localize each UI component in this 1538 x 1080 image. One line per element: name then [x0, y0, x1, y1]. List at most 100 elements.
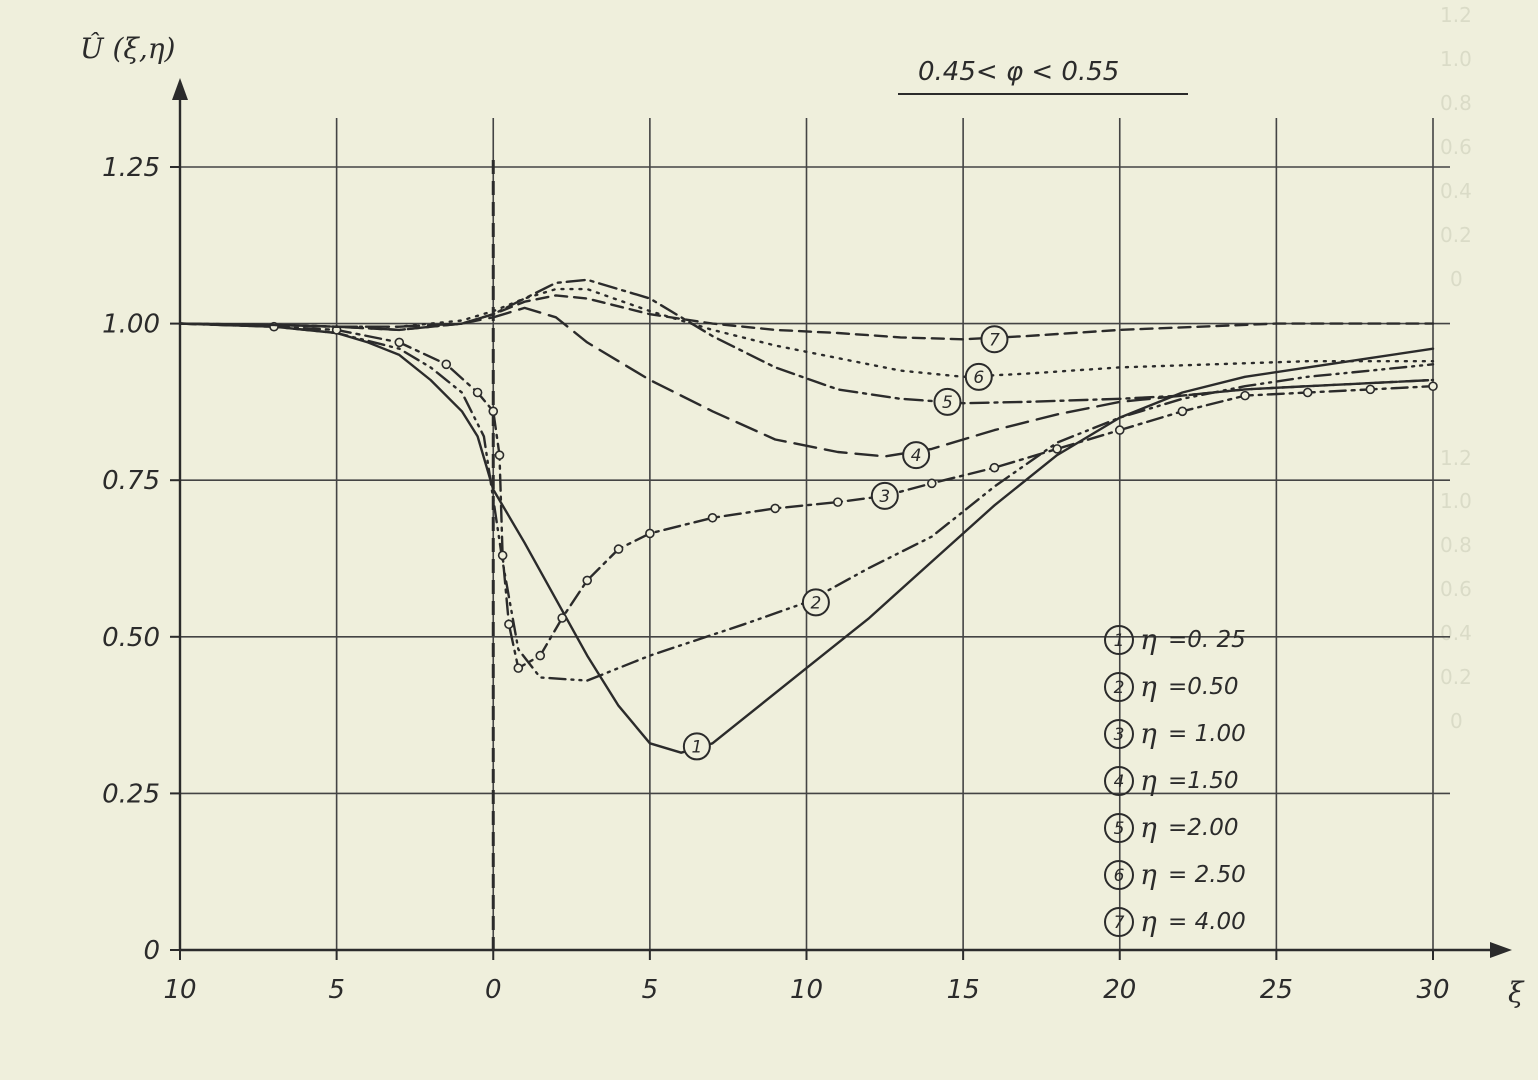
- svg-text:1.2: 1.2: [1440, 446, 1472, 470]
- series-point-3: [1428, 381, 1438, 392]
- legend-marker-circle: [1104, 625, 1134, 655]
- legend-marker-circle: [1104, 907, 1134, 937]
- series-label-circle: [964, 362, 993, 391]
- svg-text:0.4: 0.4: [1440, 621, 1472, 645]
- condition-annotation: 0.45< φ < 0.55: [898, 57, 1188, 95]
- series-point-3: [1365, 384, 1376, 395]
- series-label-number: 3: [879, 487, 890, 507]
- series-label-circle: [980, 325, 1009, 354]
- series-label-number: 1: [691, 737, 702, 757]
- x-tick-label: 20: [1103, 975, 1136, 1005]
- series-label-circle: [933, 387, 962, 416]
- legend-eta-symbol: η: [1140, 623, 1157, 656]
- legend-marker-number: 2: [1114, 678, 1125, 698]
- legend-marker-number: 6: [1114, 866, 1125, 886]
- svg-text:0.8: 0.8: [1440, 533, 1472, 557]
- legend-marker-circle: [1104, 672, 1134, 702]
- series-point-3: [613, 544, 624, 554]
- series-point-3: [472, 387, 483, 398]
- series-point-3: [488, 406, 499, 417]
- svg-text:1.0: 1.0: [1440, 47, 1472, 71]
- y-tick-label: 1.00: [102, 310, 160, 340]
- series-point-3: [441, 359, 452, 370]
- svg-text:1.0: 1.0: [1440, 489, 1472, 513]
- series-point-3: [494, 450, 505, 460]
- series-label-number: 7: [989, 330, 1000, 350]
- series-line-6: [178, 287, 1435, 378]
- y-axis-label: Û (ξ,η): [80, 31, 175, 65]
- legend-eta-symbol: η: [1140, 717, 1157, 750]
- svg-text:0: 0: [1450, 709, 1463, 733]
- legend-eta-symbol: η: [1140, 811, 1157, 844]
- legend-marker-number: 5: [1114, 819, 1125, 839]
- legend-label: = 4.00: [1168, 909, 1246, 935]
- legend-label: =0. 25: [1168, 627, 1246, 653]
- x-tick-label: 0: [485, 975, 502, 1005]
- x-tick-label: 10: [790, 975, 823, 1005]
- legend-marker-circle: [1104, 766, 1134, 796]
- legend-label: =2.00: [1168, 815, 1238, 841]
- bleed-through: 1.2 1.0 0.8 0.6 0.4 0.2 0 1.2 1.0 0.8 0.…: [1440, 3, 1472, 733]
- y-axis-arrow: [172, 78, 188, 100]
- series-line-1: [178, 322, 1435, 754]
- series-label-circle: [870, 481, 899, 510]
- legend-label: =0.50: [1168, 674, 1238, 700]
- series-label-number: 4: [911, 446, 922, 466]
- y-tick-label: 0.75: [102, 466, 160, 496]
- legend-label: = 1.00: [1168, 721, 1246, 747]
- series-label-number: 6: [973, 368, 984, 388]
- y-tick-label: 0.25: [102, 779, 160, 809]
- legend-eta-symbol: η: [1140, 905, 1157, 938]
- condition-text: 0.45< φ < 0.55: [918, 57, 1119, 87]
- series-point-3: [645, 528, 655, 539]
- series-point-3: [1240, 390, 1250, 401]
- series-point-3: [1114, 425, 1125, 435]
- series-point-3: [497, 550, 508, 561]
- legend-marker-number: 1: [1114, 631, 1125, 651]
- series-point-3: [833, 497, 843, 507]
- series-point-3: [394, 337, 405, 348]
- svg-text:0: 0: [1450, 267, 1463, 291]
- x-axis-label: ξ: [1508, 976, 1525, 1009]
- series-line-2: [178, 322, 1435, 682]
- y-tick-label: 0.50: [102, 623, 160, 653]
- axes: [172, 78, 1512, 958]
- series-lines: [178, 278, 1438, 754]
- x-tick-label: 5: [642, 975, 659, 1005]
- legend-marker-number: 4: [1114, 772, 1125, 792]
- series-point-3: [770, 503, 780, 514]
- svg-text:0.2: 0.2: [1440, 665, 1472, 689]
- legend-marker-number: 3: [1114, 725, 1125, 745]
- series-point-3: [1302, 387, 1313, 398]
- x-axis-arrow: [1490, 942, 1512, 958]
- legend-eta-symbol: η: [1140, 858, 1157, 891]
- series-point-3: [926, 478, 937, 489]
- legend-label: = 2.50: [1168, 862, 1246, 888]
- x-tick-label: 5: [328, 975, 345, 1005]
- legend-label: =1.50: [1168, 768, 1238, 794]
- y-tick-label: 1.25: [102, 153, 160, 183]
- legend-marker-number: 7: [1114, 913, 1125, 933]
- svg-text:0.8: 0.8: [1440, 91, 1472, 115]
- svg-text:1.2: 1.2: [1440, 3, 1472, 27]
- x-tick-label: 30: [1416, 975, 1449, 1005]
- series-labels: 1 2 3 4 567: [682, 325, 1009, 761]
- series-label-number: 5: [942, 393, 953, 413]
- series-point-3: [989, 462, 1000, 473]
- series-point-3: [557, 613, 567, 623]
- grid: [180, 118, 1450, 950]
- series-point-3: [1052, 444, 1062, 454]
- legend-marker-circle: [1104, 719, 1134, 749]
- y-tick-label: 0: [143, 936, 160, 966]
- series-point-3: [504, 619, 514, 630]
- series-label-number: 2: [810, 593, 821, 613]
- svg-text:0.6: 0.6: [1440, 577, 1472, 601]
- series-point-3: [707, 512, 718, 523]
